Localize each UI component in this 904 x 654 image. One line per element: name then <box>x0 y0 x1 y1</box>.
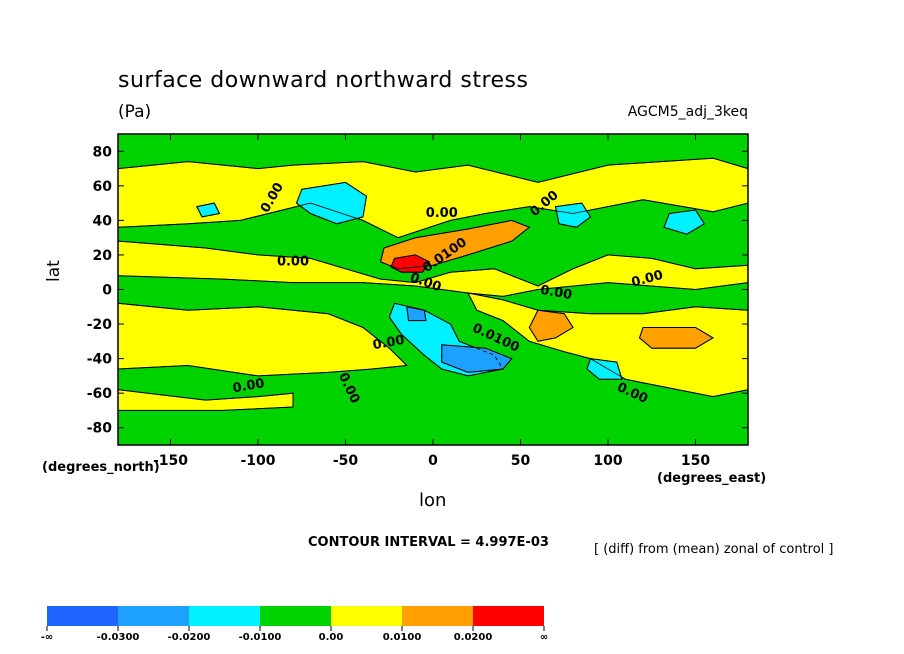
colorbar-label: -∞ <box>41 632 53 643</box>
contour-line <box>441 344 513 373</box>
contour-line <box>118 240 748 297</box>
colorbar-label: ∞ <box>540 632 548 643</box>
x-tick-label: -100 <box>240 453 275 469</box>
y-axis: 80 60 40 20 0 -20 -40 -60 -80 <box>87 144 748 437</box>
contour-line <box>586 358 623 380</box>
x-tick-label: -150 <box>153 453 188 469</box>
colorbar-label: -0.0100 <box>239 632 282 643</box>
contour-region <box>295 181 368 225</box>
contour-line <box>118 157 748 239</box>
chart-units: (Pa) <box>118 102 152 122</box>
contour-interval: CONTOUR INTERVAL = 4.997E-03 <box>308 535 549 550</box>
contour-label: 0.00 <box>426 206 458 221</box>
colorbar-swatch <box>260 606 331 626</box>
colorbar-label: 0.0200 <box>454 632 493 643</box>
run-label: AGCM5_adj_3keq <box>627 104 748 120</box>
colorbar-swatch <box>473 606 544 626</box>
comparison-note: [ (diff) from (mean) zonal of control ] <box>594 542 834 557</box>
y-tick-label: 40 <box>93 213 113 229</box>
colorbar-label: 0.0100 <box>383 632 422 643</box>
x-axis-units: (degrees_east) <box>657 471 767 486</box>
y-tick-label: -20 <box>87 317 113 333</box>
x-tick-label: 0 <box>428 453 438 469</box>
colorbar-label: -0.0200 <box>168 632 211 643</box>
contour-line <box>406 306 427 322</box>
y-tick-label: 0 <box>102 283 112 299</box>
y-tick-label: 60 <box>93 179 113 195</box>
contour-line <box>118 389 294 411</box>
y-tick-label: -40 <box>87 352 113 368</box>
contour-lines <box>118 157 748 411</box>
chart-title: surface downward northward stress <box>118 68 529 93</box>
contour-line <box>528 309 574 342</box>
x-tick-label: 50 <box>511 453 531 469</box>
colorbar-swatch <box>402 606 473 626</box>
contour-line <box>390 254 431 273</box>
colorbar: -∞ -0.0300 -0.0200 -0.0100 0.00 0.0100 0.0200 ∞ <box>41 606 548 643</box>
y-tick-label: -80 <box>87 421 113 437</box>
contour-label: 0.00 <box>277 254 309 269</box>
contour-line <box>555 202 592 228</box>
x-axis-label: lon <box>419 490 447 511</box>
y-tick-label: -60 <box>87 386 113 402</box>
colorbar-swatch <box>47 606 118 626</box>
contour-line <box>196 202 221 218</box>
y-axis-units: (degrees_north) <box>42 460 160 475</box>
y-tick-label: 20 <box>93 248 113 264</box>
colorbar-label: -0.0300 <box>97 632 140 643</box>
x-tick-label: -50 <box>333 453 359 469</box>
contour-line <box>118 302 408 377</box>
contour-line <box>467 292 748 398</box>
colorbar-swatch <box>189 606 260 626</box>
contour-label: 0.00 <box>232 376 266 396</box>
y-tick-label: 80 <box>93 144 113 160</box>
contour-line <box>388 302 504 377</box>
contour-label: 0.00 <box>372 333 406 353</box>
x-tick-label: 100 <box>593 453 622 469</box>
contour-line <box>663 209 705 235</box>
contour-label: 0.00 <box>539 283 573 303</box>
contour-line <box>639 327 714 349</box>
colorbar-label: 0.00 <box>319 632 344 643</box>
colorbar-swatch <box>118 606 189 626</box>
x-tick-label: 150 <box>681 453 710 469</box>
x-axis: -150 -100 -50 0 50 100 150 <box>153 134 710 469</box>
contour-line <box>380 219 531 270</box>
colorbar-swatch <box>331 606 402 626</box>
